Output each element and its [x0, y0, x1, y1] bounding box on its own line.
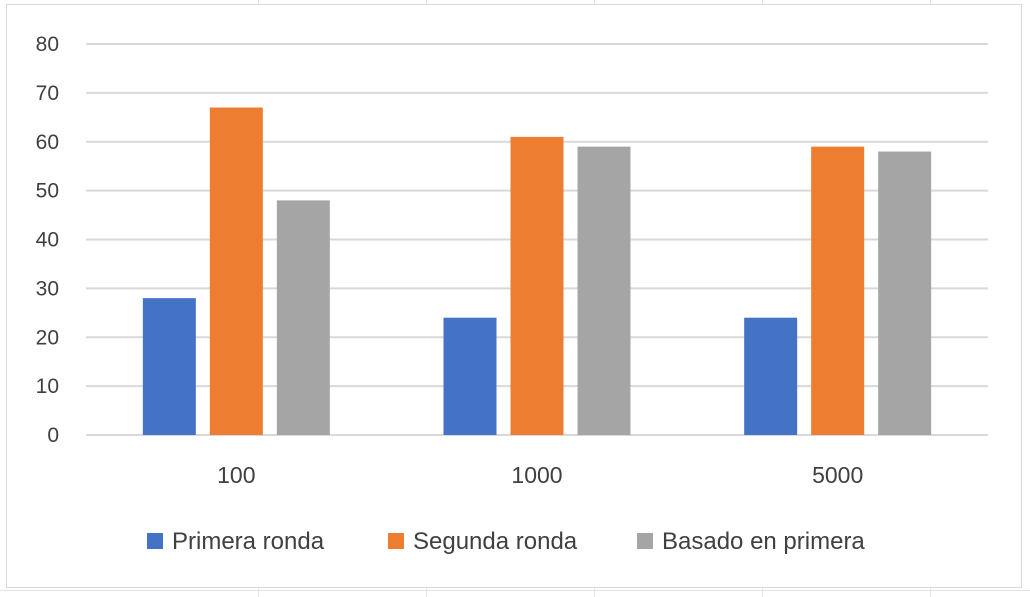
y-tick-label: 50 [36, 180, 59, 203]
bar-primera-ronda-5000[interactable] [744, 317, 798, 435]
bar-segunda-ronda-5000[interactable] [811, 146, 865, 435]
bar-primera-ronda-100[interactable] [142, 298, 196, 435]
legend-swatch [637, 533, 653, 549]
bar-basado-en-primera-5000[interactable] [878, 151, 932, 435]
legend-item-basado-en-primera[interactable]: Basado en primera [637, 528, 865, 555]
y-tick-label: 70 [36, 82, 59, 105]
legend-label: Basado en primera [662, 528, 865, 555]
y-tick-label: 30 [36, 277, 59, 300]
x-axis-category-labels: 100 1000 5000 [217, 462, 863, 488]
legend-swatch [388, 533, 404, 549]
x-category-label: 5000 [812, 462, 863, 488]
x-category-label: 100 [217, 462, 255, 488]
chart-object[interactable]: 0 10 20 30 40 50 60 70 80 100 1000 5000 Primera ro… [6, 4, 1022, 588]
bar-chart[interactable]: 0 10 20 30 40 50 60 70 80 100 1000 5000 Primera ro… [7, 5, 1023, 589]
legend[interactable]: Primera ronda Segunda ronda Basado en prim… [147, 528, 865, 555]
y-tick-label: 0 [47, 424, 59, 447]
bar-segunda-ronda-100[interactable] [209, 107, 263, 435]
legend-item-primera-ronda[interactable]: Primera ronda [147, 528, 325, 555]
bars [142, 107, 932, 436]
legend-item-segunda-ronda[interactable]: Segunda ronda [388, 528, 578, 555]
bar-primera-ronda-1000[interactable] [443, 317, 497, 435]
y-axis-tick-labels: 0 10 20 30 40 50 60 70 80 [36, 33, 59, 447]
bar-basado-en-primera-100[interactable] [276, 200, 330, 435]
y-tick-label: 40 [36, 229, 59, 252]
y-tick-label: 20 [36, 326, 59, 349]
bar-basado-en-primera-1000[interactable] [577, 146, 631, 435]
legend-label: Primera ronda [172, 528, 325, 555]
bar-segunda-ronda-1000[interactable] [510, 136, 564, 436]
legend-swatch [147, 533, 163, 549]
x-category-label: 1000 [511, 462, 562, 488]
sheet-row-line [0, 590, 1030, 591]
y-tick-label: 60 [36, 131, 59, 154]
y-tick-label: 10 [36, 375, 59, 398]
y-tick-label: 80 [36, 33, 59, 56]
legend-label: Segunda ronda [413, 528, 578, 555]
